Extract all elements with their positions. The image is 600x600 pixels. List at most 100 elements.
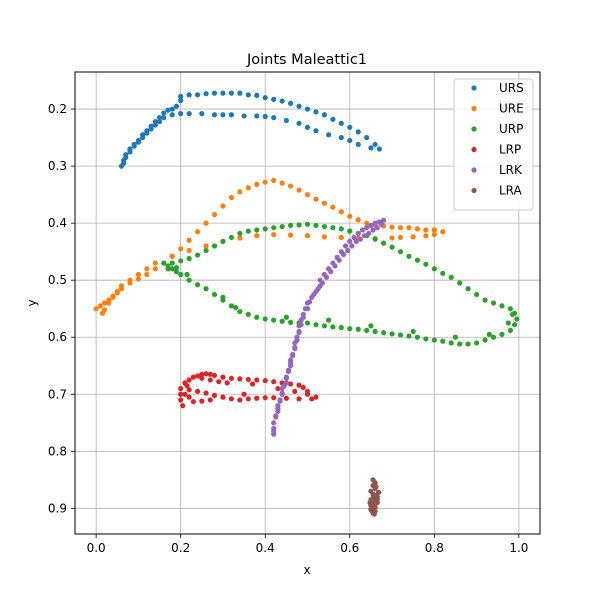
data-point [186, 237, 192, 243]
data-point [321, 223, 328, 230]
data-point [118, 283, 125, 289]
data-point [101, 300, 108, 306]
axis-ticks: 0.0 0.2 0.4 0.6 0.8 1.0 0.2 0.3 0.4 0.5 0.6 0.7 0.8 0… [48, 102, 529, 555]
data-point [152, 260, 158, 266]
data-point [169, 106, 175, 112]
data-point [373, 484, 379, 490]
data-point [507, 327, 514, 333]
data-point [152, 266, 158, 272]
data-point [406, 253, 412, 259]
data-point [165, 107, 171, 113]
legend-label: URS [499, 81, 524, 95]
data-point [431, 227, 437, 233]
data-point [313, 394, 319, 400]
data-point [199, 371, 205, 377]
x-tick-label: 0.2 [171, 541, 190, 555]
data-point [490, 334, 497, 340]
data-point [114, 288, 120, 295]
data-point [368, 222, 374, 229]
data-point [262, 395, 268, 401]
data-point [347, 124, 353, 130]
data-point [254, 395, 260, 401]
data-point [169, 253, 175, 259]
data-point [220, 90, 226, 96]
data-point [389, 235, 395, 241]
data-point [457, 280, 463, 286]
data-point [321, 234, 328, 240]
y-tick-label: 0.8 [48, 444, 67, 458]
data-point [178, 258, 184, 264]
data-point [271, 115, 277, 121]
data-point [211, 372, 218, 379]
data-point [220, 394, 226, 400]
legend-marker [471, 167, 477, 173]
data-point [262, 95, 268, 101]
data-point [148, 126, 154, 132]
data-point [304, 320, 311, 326]
series-lra [367, 477, 382, 517]
data-point [366, 230, 372, 237]
data-point [245, 376, 251, 383]
data-point [414, 334, 421, 340]
y-tick-label: 0.6 [48, 330, 67, 344]
data-point [194, 229, 201, 235]
data-point [397, 225, 404, 231]
series-urp [161, 221, 520, 347]
data-point [321, 323, 328, 329]
data-point [410, 328, 416, 335]
legend-marker [471, 187, 477, 194]
data-point [216, 379, 222, 385]
data-point [237, 230, 243, 237]
data-point [330, 116, 336, 122]
data-point [144, 266, 150, 272]
data-point [180, 403, 186, 409]
data-point [372, 141, 378, 148]
data-point [328, 269, 334, 275]
data-point [186, 377, 192, 383]
data-point [254, 233, 260, 239]
data-point [245, 228, 251, 234]
data-point [186, 387, 192, 393]
data-point [287, 222, 294, 229]
data-point [211, 90, 218, 96]
data-point [178, 397, 184, 403]
data-point [499, 331, 505, 337]
data-point [378, 221, 385, 227]
data-point [355, 230, 361, 237]
data-point [423, 233, 429, 239]
data-point [254, 377, 260, 383]
data-point [211, 112, 218, 118]
x-axis-label: x [303, 563, 310, 577]
data-point [304, 106, 311, 112]
data-point [228, 194, 235, 201]
x-tick-label: 0.4 [256, 541, 275, 555]
data-point [220, 294, 226, 300]
legend-box [453, 78, 534, 211]
data-point [186, 277, 192, 283]
data-point [190, 374, 196, 380]
data-point [184, 383, 190, 389]
data-point [178, 385, 184, 392]
data-point [372, 220, 378, 226]
data-point [465, 286, 471, 292]
data-point [199, 398, 205, 404]
data-point [374, 496, 380, 502]
data-point [372, 328, 378, 335]
data-point [135, 139, 142, 145]
data-point [194, 373, 201, 379]
data-point [287, 232, 294, 238]
data-point [509, 311, 516, 318]
data-point [372, 236, 378, 242]
data-point [338, 226, 344, 232]
data-point [361, 233, 368, 239]
data-point [237, 308, 243, 315]
data-point [178, 271, 184, 278]
data-point [178, 93, 184, 100]
data-point [423, 261, 429, 267]
data-point [465, 341, 471, 347]
data-point [220, 238, 226, 244]
data-point [375, 489, 382, 495]
data-point [275, 385, 281, 392]
data-point [106, 300, 112, 306]
data-point [173, 269, 180, 275]
